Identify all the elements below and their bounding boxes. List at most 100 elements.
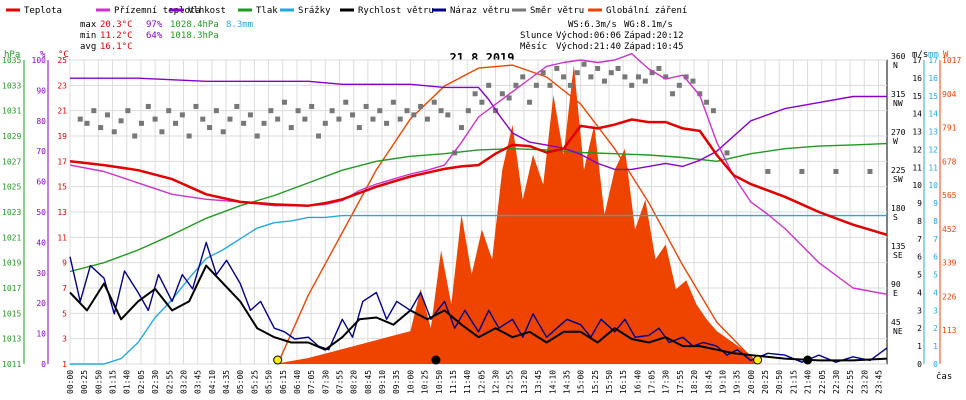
series-smer-vetru-dot	[424, 116, 430, 122]
x-tick-label: 01:15	[109, 370, 118, 394]
series-smer-vetru-dot	[533, 82, 539, 88]
moon-marker	[431, 355, 441, 365]
x-tick-label: 22:05	[818, 370, 827, 394]
info-wg: WG:8.1m/s	[624, 20, 673, 30]
pressure-tick-label: 1011	[2, 360, 21, 369]
series-smer-vetru-dot	[207, 125, 213, 131]
rain-tick-label: 17	[928, 56, 938, 65]
x-tick-label: 08:20	[350, 370, 359, 394]
series-smer-vetru-dot	[472, 91, 478, 97]
pressure-tick-label: 1025	[2, 183, 21, 192]
direction-tick-deg: 315	[891, 90, 906, 99]
radiation-tick-label: 678	[942, 157, 957, 166]
rain-tick-label: 3	[933, 306, 938, 315]
series-smer-vetru-dot	[377, 108, 383, 114]
rain-tick-label: 5	[933, 271, 938, 280]
wind-speed-tick-label: 5	[917, 271, 922, 280]
humidity-tick-label: 100	[32, 56, 47, 65]
wind-speed-tick-label: 4	[917, 288, 922, 297]
series-smer-vetru-dot	[431, 99, 437, 105]
series-smer-vetru-dot	[384, 120, 390, 126]
series-layer	[69, 53, 888, 365]
humidity-tick-label: 20	[36, 299, 46, 308]
series-smer-vetru-dot	[84, 120, 90, 126]
x-tick-label: 18:45	[704, 370, 713, 394]
x-tick-label: 14:35	[562, 370, 571, 394]
x-tick-label: 05:00	[236, 370, 245, 394]
series-smer-vetru-dot	[704, 99, 710, 105]
x-tick-label: 13:45	[534, 370, 543, 394]
stats-min-hum: 64%	[146, 31, 163, 41]
radiation-tick-label: 1017	[942, 56, 961, 65]
stats-max-temp: 20.3°C	[100, 20, 133, 30]
rain-tick-label: 2	[933, 324, 938, 333]
x-tick-label: 00:25	[80, 370, 89, 394]
series-smer-vetru-dot	[261, 120, 267, 126]
series-smer-vetru-dot	[540, 70, 546, 76]
direction-tick-dir: NE	[893, 327, 903, 336]
series-smer-vetru-dot	[418, 103, 424, 109]
series-smer-vetru-dot	[663, 74, 669, 80]
right-axes: 360N315NW270W225SW180S135SE90E45NE012345…	[891, 52, 961, 369]
x-tick-label: 20:25	[761, 370, 770, 394]
direction-tick-dir: W	[893, 137, 898, 146]
wind-speed-tick-label: 15	[912, 92, 922, 101]
rain-tick-label: 9	[933, 199, 938, 208]
series-smer-vetru-dot	[356, 125, 362, 131]
x-tick-label: 23:45	[874, 370, 883, 394]
direction-tick-dir: NW	[893, 99, 903, 108]
legend-label-prizemni-teplota: Přízemní teplota	[114, 6, 201, 16]
x-tick-label: 11:40	[463, 370, 472, 394]
wind-speed-tick-label: 13	[912, 128, 922, 137]
humidity-tick-label: 70	[36, 147, 46, 156]
series-smer-vetru-dot	[642, 78, 648, 84]
pressure-tick-label: 1033	[2, 81, 21, 90]
series-smer-vetru-dot	[91, 108, 97, 114]
pressure-tick-label: 1031	[2, 107, 21, 116]
series-smer-vetru-dot	[608, 70, 614, 76]
x-tick-label: 07:05	[307, 370, 316, 394]
direction-tick-dir: SW	[893, 175, 903, 184]
series-smer-vetru-dot	[363, 103, 369, 109]
legend-label-teplota: Teplota	[24, 6, 62, 16]
series-smer-vetru-dot	[234, 103, 240, 109]
series-smer-vetru-dot	[275, 116, 281, 122]
rain-tick-label: 14	[928, 110, 938, 119]
x-tick-label: 18:20	[690, 370, 699, 394]
pressure-tick-label: 1035	[2, 56, 21, 65]
direction-tick-deg: 225	[891, 166, 906, 175]
series-smer-vetru-dot	[220, 129, 226, 135]
x-tick-label: 12:30	[492, 370, 501, 394]
info-mesic-zapad: Západ:10:45	[624, 42, 684, 52]
series-smer-vetru-dot	[499, 91, 505, 97]
legend-label-smer-vetru: Směr větru	[530, 6, 584, 16]
stats-avg-temp: 16.1°C	[100, 42, 133, 52]
series-smer-vetru-dot	[506, 95, 512, 101]
series-smer-vetru-dot	[138, 120, 144, 126]
series-smer-vetru-dot	[302, 116, 308, 122]
direction-tick-deg: 45	[891, 318, 901, 327]
pressure-tick-label: 1023	[2, 208, 21, 217]
series-smer-vetru-dot	[309, 103, 315, 109]
x-tick-label: 10:50	[435, 370, 444, 394]
direction-tick-dir: E	[893, 289, 898, 298]
rain-tick-label: 4	[933, 288, 938, 297]
x-tick-label: 16:15	[619, 370, 628, 394]
x-tick-label: 22:30	[832, 370, 841, 394]
x-axis: 00:00 00:25 00:50 01:15 01:40 02:05 02:30 02:55…	[66, 370, 883, 394]
radiation-tick-label: 452	[942, 225, 957, 234]
series-srazky-line	[70, 214, 887, 365]
x-tick-label: 12:05	[477, 370, 486, 394]
wind-speed-tick-label: 8	[917, 217, 922, 226]
series-teplota-line	[69, 118, 888, 236]
series-smer-vetru-dot	[561, 74, 567, 80]
x-tick-label: 07:55	[335, 370, 344, 394]
series-smer-vetru-dot	[186, 133, 192, 139]
x-tick-label: 07:30	[321, 370, 330, 394]
series-smer-vetru-dot	[554, 65, 560, 71]
rain-tick-label: 0	[933, 360, 938, 369]
series-teoreticke-zareni-line	[277, 64, 759, 365]
series-globalni-zareni-area	[70, 65, 887, 364]
series-smer-vetru-dot	[193, 103, 199, 109]
